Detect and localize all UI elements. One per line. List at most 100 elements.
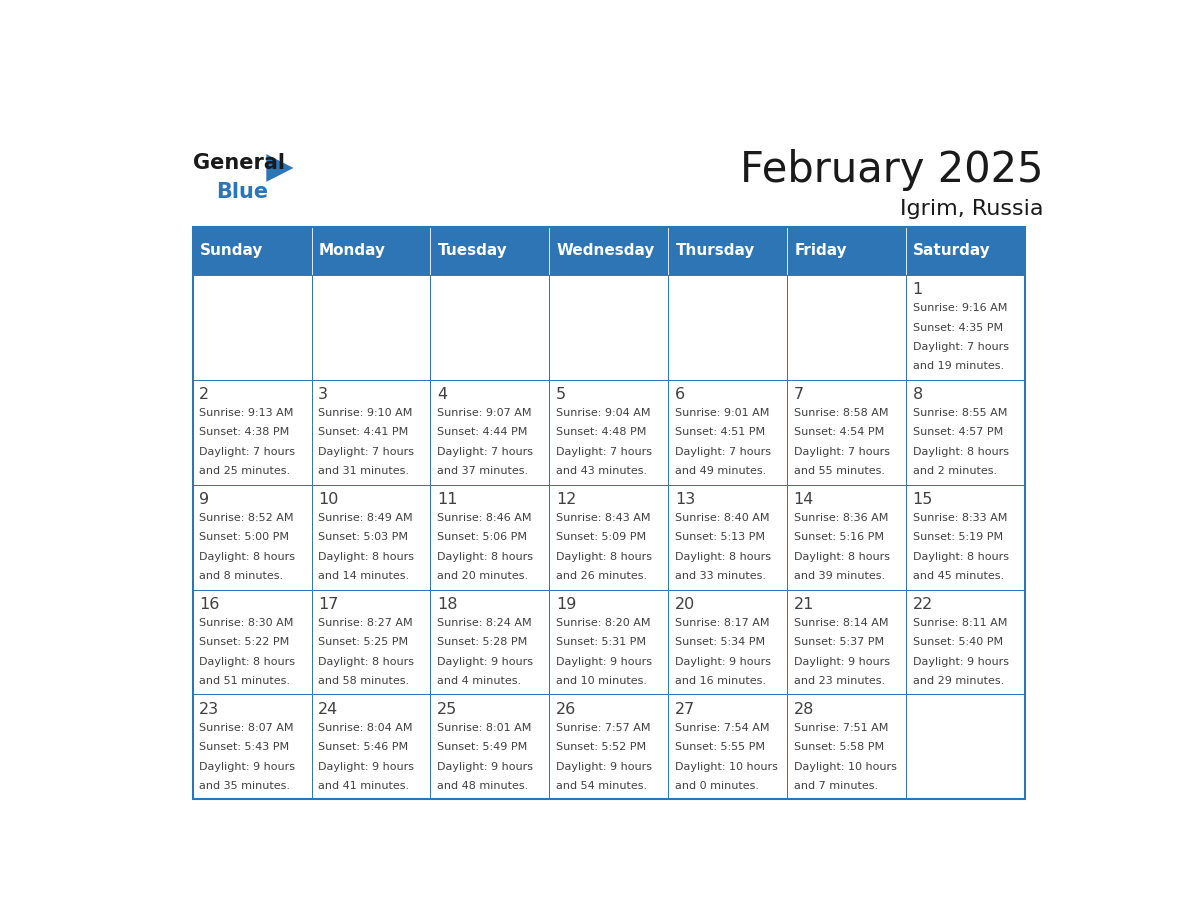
Text: Daylight: 9 hours: Daylight: 9 hours: [794, 656, 890, 666]
Text: and 26 minutes.: and 26 minutes.: [556, 571, 647, 581]
Text: Sunrise: 8:01 AM: Sunrise: 8:01 AM: [437, 722, 531, 733]
Polygon shape: [266, 154, 293, 182]
Text: Sunset: 5:37 PM: Sunset: 5:37 PM: [794, 637, 884, 647]
Text: Sunrise: 9:16 AM: Sunrise: 9:16 AM: [912, 303, 1007, 313]
Bar: [788, 485, 906, 589]
Text: Sunset: 5:19 PM: Sunset: 5:19 PM: [912, 532, 1003, 543]
Text: Friday: Friday: [795, 243, 847, 258]
Bar: [430, 589, 549, 694]
Text: Sunrise: 9:04 AM: Sunrise: 9:04 AM: [556, 409, 651, 418]
Text: Sunset: 5:52 PM: Sunset: 5:52 PM: [556, 742, 646, 752]
Text: 1: 1: [912, 282, 923, 297]
Bar: [430, 485, 549, 589]
Bar: [430, 227, 549, 274]
Text: Daylight: 8 hours: Daylight: 8 hours: [675, 552, 771, 562]
Bar: [549, 485, 669, 589]
Bar: [311, 485, 430, 589]
Text: Sunset: 5:03 PM: Sunset: 5:03 PM: [318, 532, 409, 543]
Text: Daylight: 9 hours: Daylight: 9 hours: [318, 762, 415, 772]
Bar: [311, 380, 430, 485]
Text: and 31 minutes.: and 31 minutes.: [318, 466, 409, 476]
Bar: [906, 380, 1025, 485]
Text: and 23 minutes.: and 23 minutes.: [794, 676, 885, 686]
Text: 27: 27: [675, 701, 695, 717]
Text: 6: 6: [675, 387, 685, 402]
Bar: [788, 380, 906, 485]
Bar: [669, 274, 788, 380]
Text: Sunrise: 8:33 AM: Sunrise: 8:33 AM: [912, 513, 1007, 523]
Text: Sunrise: 8:30 AM: Sunrise: 8:30 AM: [200, 618, 293, 628]
Text: Sunrise: 8:46 AM: Sunrise: 8:46 AM: [437, 513, 531, 523]
Bar: [192, 227, 311, 274]
Text: and 37 minutes.: and 37 minutes.: [437, 466, 529, 476]
Bar: [192, 380, 311, 485]
Text: Sunrise: 9:10 AM: Sunrise: 9:10 AM: [318, 409, 412, 418]
Text: and 0 minutes.: and 0 minutes.: [675, 781, 759, 791]
Text: Daylight: 8 hours: Daylight: 8 hours: [556, 552, 652, 562]
Text: Sunrise: 8:11 AM: Sunrise: 8:11 AM: [912, 618, 1007, 628]
Text: Daylight: 8 hours: Daylight: 8 hours: [912, 447, 1009, 457]
Bar: [311, 694, 430, 800]
Text: 16: 16: [200, 597, 220, 612]
Bar: [549, 694, 669, 800]
Text: and 14 minutes.: and 14 minutes.: [318, 571, 409, 581]
Bar: [906, 227, 1025, 274]
Text: Wednesday: Wednesday: [556, 243, 655, 258]
Text: Sunrise: 8:14 AM: Sunrise: 8:14 AM: [794, 618, 889, 628]
Text: 25: 25: [437, 701, 457, 717]
Text: General: General: [192, 152, 285, 173]
Text: 2: 2: [200, 387, 209, 402]
Text: Daylight: 8 hours: Daylight: 8 hours: [794, 552, 890, 562]
Bar: [669, 227, 788, 274]
Bar: [669, 485, 788, 589]
Text: 7: 7: [794, 387, 804, 402]
Text: 13: 13: [675, 492, 695, 507]
Text: Daylight: 7 hours: Daylight: 7 hours: [556, 447, 652, 457]
Bar: [788, 694, 906, 800]
Text: Sunset: 5:09 PM: Sunset: 5:09 PM: [556, 532, 646, 543]
Text: Sunrise: 7:51 AM: Sunrise: 7:51 AM: [794, 722, 889, 733]
Bar: [669, 694, 788, 800]
Text: and 55 minutes.: and 55 minutes.: [794, 466, 885, 476]
Text: Daylight: 10 hours: Daylight: 10 hours: [794, 762, 897, 772]
Text: Blue: Blue: [216, 182, 268, 202]
Bar: [788, 274, 906, 380]
Text: Sunset: 4:35 PM: Sunset: 4:35 PM: [912, 322, 1003, 332]
Text: Sunrise: 8:27 AM: Sunrise: 8:27 AM: [318, 618, 412, 628]
Text: Sunset: 4:54 PM: Sunset: 4:54 PM: [794, 428, 884, 438]
Bar: [430, 274, 549, 380]
Text: Sunset: 5:25 PM: Sunset: 5:25 PM: [318, 637, 409, 647]
Text: and 41 minutes.: and 41 minutes.: [318, 781, 409, 791]
Bar: [549, 589, 669, 694]
Text: and 39 minutes.: and 39 minutes.: [794, 571, 885, 581]
Text: Sunset: 5:28 PM: Sunset: 5:28 PM: [437, 637, 527, 647]
Text: 26: 26: [556, 701, 576, 717]
Text: and 16 minutes.: and 16 minutes.: [675, 676, 766, 686]
Text: and 10 minutes.: and 10 minutes.: [556, 676, 647, 686]
Text: Sunrise: 9:01 AM: Sunrise: 9:01 AM: [675, 409, 769, 418]
Bar: [192, 485, 311, 589]
Text: Daylight: 9 hours: Daylight: 9 hours: [437, 656, 533, 666]
Text: Sunday: Sunday: [200, 243, 264, 258]
Text: Sunset: 4:38 PM: Sunset: 4:38 PM: [200, 428, 290, 438]
Text: Sunset: 4:51 PM: Sunset: 4:51 PM: [675, 428, 765, 438]
Text: Sunrise: 8:20 AM: Sunrise: 8:20 AM: [556, 618, 651, 628]
Text: and 35 minutes.: and 35 minutes.: [200, 781, 290, 791]
Text: Sunset: 5:31 PM: Sunset: 5:31 PM: [556, 637, 646, 647]
Text: 20: 20: [675, 597, 695, 612]
Text: Sunset: 5:49 PM: Sunset: 5:49 PM: [437, 742, 527, 752]
Text: 12: 12: [556, 492, 576, 507]
Text: Sunset: 5:40 PM: Sunset: 5:40 PM: [912, 637, 1003, 647]
Text: Sunrise: 8:43 AM: Sunrise: 8:43 AM: [556, 513, 651, 523]
Text: Igrim, Russia: Igrim, Russia: [901, 198, 1043, 218]
Bar: [311, 227, 430, 274]
Text: Daylight: 7 hours: Daylight: 7 hours: [794, 447, 890, 457]
Text: Sunset: 4:57 PM: Sunset: 4:57 PM: [912, 428, 1003, 438]
Text: 18: 18: [437, 597, 457, 612]
Text: Daylight: 8 hours: Daylight: 8 hours: [318, 552, 415, 562]
Bar: [192, 694, 311, 800]
Text: and 4 minutes.: and 4 minutes.: [437, 676, 522, 686]
Text: Tuesday: Tuesday: [437, 243, 507, 258]
Bar: [311, 274, 430, 380]
Text: Sunrise: 8:40 AM: Sunrise: 8:40 AM: [675, 513, 770, 523]
